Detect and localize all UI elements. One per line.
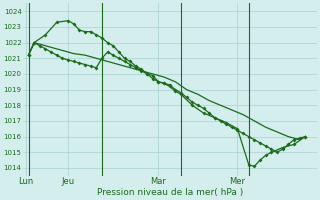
X-axis label: Pression niveau de la mer( hPa ): Pression niveau de la mer( hPa ) <box>97 188 243 197</box>
